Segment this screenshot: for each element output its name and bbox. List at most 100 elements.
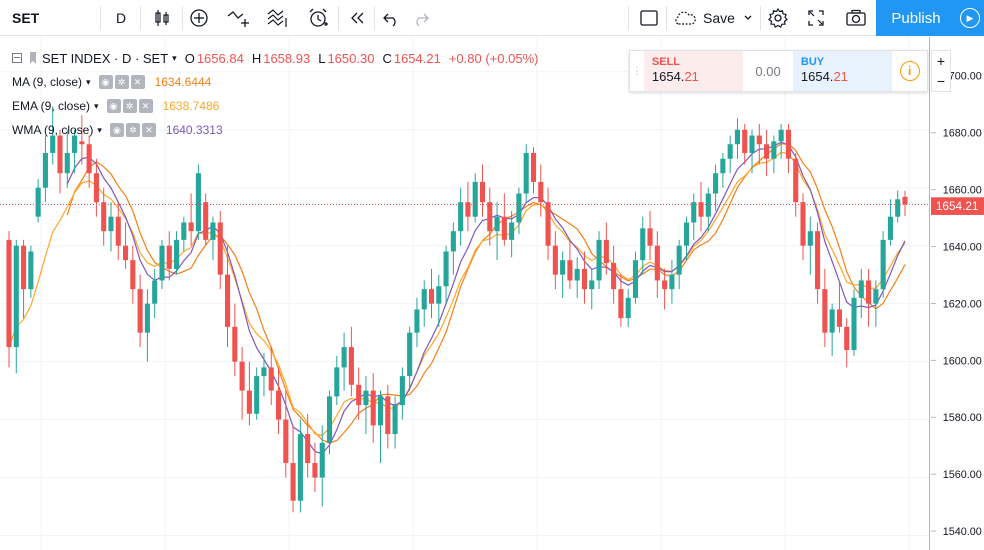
candle-body — [93, 173, 99, 203]
save-menu-button[interactable] — [738, 0, 758, 36]
legend-symbol-title[interactable]: SET INDEX · D · SET — [42, 50, 169, 66]
candle-body — [363, 390, 369, 406]
candle — [785, 123, 791, 174]
candle — [101, 187, 107, 246]
candle — [13, 239, 19, 374]
candle — [764, 129, 770, 177]
trade-info-button[interactable]: i — [892, 51, 927, 91]
last-price-tag-label: 1654.21 — [936, 200, 979, 213]
settings-button[interactable] — [762, 0, 794, 36]
fullscreen-button[interactable] — [800, 0, 832, 36]
play-icon: ▶ — [960, 8, 980, 28]
indicator-value: 1634.6444 — [154, 75, 212, 89]
candle-body — [669, 274, 675, 290]
drag-handle-icon[interactable]: ⋮ — [631, 65, 642, 77]
gear-icon[interactable]: ✲ — [114, 75, 129, 89]
gear-icon[interactable]: ✲ — [125, 123, 140, 137]
candle-body — [836, 309, 842, 327]
legend-main-row: SET INDEX · D · SET ▾ O 1656.84 H 1658.93 … — [12, 46, 538, 70]
chevron-down-icon[interactable]: ▾ — [86, 76, 91, 87]
close-icon[interactable]: ✕ — [141, 123, 156, 137]
candle-body — [210, 222, 216, 240]
candle-body — [57, 135, 63, 174]
chart-type-button[interactable] — [145, 0, 179, 36]
candle-body — [137, 289, 143, 333]
save-button[interactable]: Save — [672, 0, 738, 36]
candle — [756, 123, 762, 165]
candle — [611, 245, 617, 304]
eye-icon[interactable]: ◉ — [98, 75, 113, 89]
candle — [662, 268, 668, 310]
candle — [902, 190, 908, 216]
zoom-in-button[interactable]: + — [936, 53, 946, 69]
close-icon[interactable]: ✕ — [130, 75, 145, 89]
candle — [822, 268, 828, 348]
candle — [414, 297, 420, 348]
candle-body — [545, 202, 551, 246]
indicators-button[interactable] — [222, 0, 254, 36]
legend-indicator-ma[interactable]: MA (9, close) ▾ ◉ ✲ ✕ 1634.6444 — [12, 70, 538, 94]
candle — [363, 376, 369, 435]
price-scale-label: 1560.00 — [943, 469, 982, 481]
legend-close-value: 1654.21 — [393, 50, 441, 66]
alert-button[interactable] — [302, 0, 334, 36]
candle-body — [283, 419, 289, 464]
chevron-down-icon[interactable]: ▾ — [97, 124, 102, 135]
candle-body — [334, 367, 340, 397]
eye-icon[interactable]: ◉ — [109, 123, 124, 137]
save-label: Save — [703, 10, 735, 26]
chevron-down-icon[interactable]: ▾ — [172, 52, 177, 63]
candle — [618, 274, 624, 327]
candle-body — [173, 239, 180, 269]
candle — [334, 355, 340, 406]
candle-body — [123, 245, 129, 261]
redo-button[interactable] — [406, 0, 436, 36]
candle-body — [560, 260, 566, 275]
candle — [523, 144, 529, 203]
candle-body — [494, 216, 500, 232]
candle-body — [625, 297, 631, 319]
candle-body — [458, 202, 464, 232]
undo-button[interactable] — [376, 0, 406, 36]
price-chart[interactable] — [0, 37, 929, 550]
legend-indicator-ema[interactable]: EMA (9, close) ▾ ◉ ✲ ✕ 1638.7486 — [12, 94, 538, 118]
candle — [465, 181, 471, 232]
layout-button[interactable] — [634, 0, 664, 36]
compare-button[interactable] — [184, 0, 214, 36]
replay-button[interactable] — [342, 0, 372, 36]
zoom-out-button[interactable]: − — [936, 73, 946, 89]
price-scale-label: 1540.00 — [943, 526, 982, 538]
publish-button[interactable]: Publish — [876, 0, 956, 36]
candle — [407, 326, 413, 391]
candle — [137, 274, 143, 348]
templates-button[interactable] — [262, 0, 294, 36]
candle — [858, 268, 864, 319]
candle — [691, 193, 697, 240]
sell-button[interactable]: SELL 1654.21 — [643, 51, 744, 91]
toolbar-divider — [140, 6, 141, 30]
candle-body — [115, 216, 121, 246]
play-button[interactable]: ▶ — [956, 0, 984, 36]
collapse-legend-icon[interactable] — [12, 53, 22, 63]
candle — [844, 318, 850, 368]
indicator-label: MA (9, close) — [12, 75, 83, 89]
price-scale[interactable]: 1700.00 1680.00 1660.00 1640.00 1620.00 1600.… — [929, 37, 984, 550]
buy-price: 1654.21 — [801, 69, 884, 84]
buy-button[interactable]: BUY 1654.21 — [792, 51, 893, 91]
eye-icon[interactable]: ◉ — [106, 99, 121, 113]
candle-body — [465, 202, 471, 217]
candle-body — [749, 135, 755, 153]
candle-body — [815, 231, 821, 290]
candle — [494, 202, 500, 261]
gear-icon[interactable]: ✲ — [122, 99, 137, 113]
candle — [268, 347, 274, 406]
close-icon[interactable]: ✕ — [138, 99, 153, 113]
chevron-down-icon[interactable]: ▾ — [94, 100, 99, 111]
symbol-search-button[interactable]: SET — [12, 10, 40, 26]
candle-body — [778, 129, 784, 142]
interval-button[interactable]: D — [115, 10, 127, 26]
candle — [93, 158, 99, 217]
snapshot-button[interactable] — [840, 0, 872, 36]
candle — [254, 367, 260, 420]
legend-indicator-wma[interactable]: WMA (9, close) ▾ ◉ ✲ ✕ 1640.3313 — [12, 118, 538, 142]
